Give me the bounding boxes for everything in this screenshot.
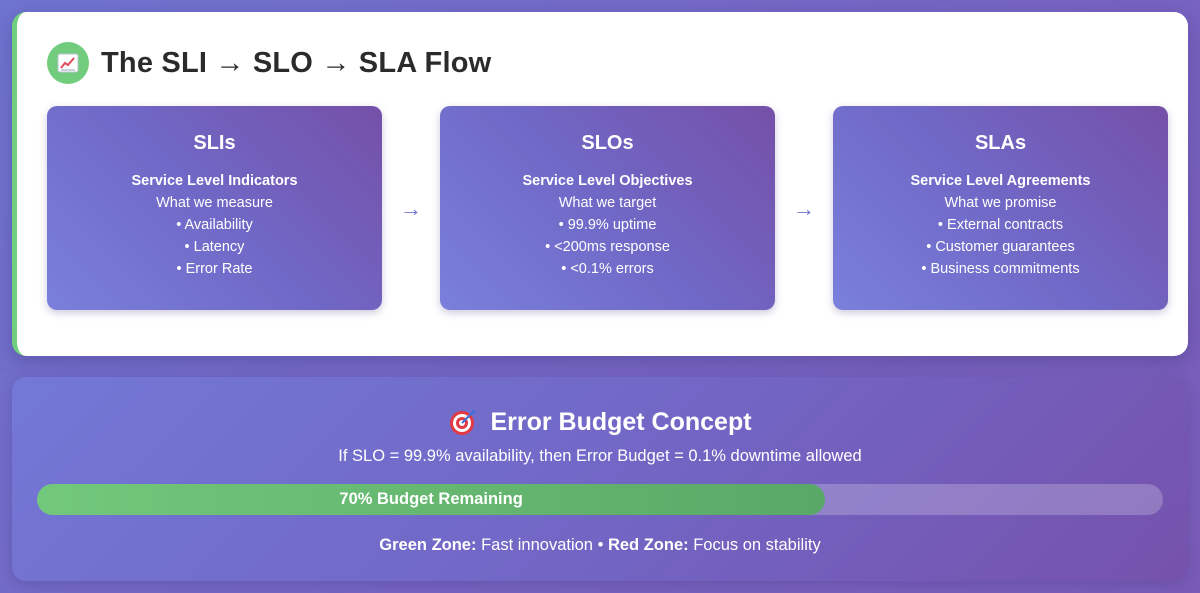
- budget-description: If SLO = 99.9% availability, then Error …: [338, 447, 862, 465]
- box-item: • Availability: [176, 217, 253, 233]
- box-subtitle: Service Level Objectives: [522, 173, 693, 189]
- sla-box: SLAs Service Level Agreements What we pr…: [833, 106, 1168, 310]
- box-item: • <200ms response: [545, 239, 670, 255]
- red-zone-text: Focus on stability: [693, 536, 821, 554]
- red-zone-label: Red Zone:: [607, 536, 689, 554]
- budget-header: Error Budget Concept: [12, 407, 1188, 437]
- budget-title: Error Budget Concept: [490, 407, 752, 436]
- green-zone-text: Fast innovation: [481, 536, 593, 554]
- target-icon: [450, 409, 477, 435]
- box-item: • <0.1% errors: [561, 261, 654, 277]
- flow-arrow: →: [400, 196, 422, 221]
- flow-header: The SLI → SLO → SLA Flow: [47, 42, 491, 84]
- slo-box: SLOs Service Level Objectives What we ta…: [440, 106, 775, 310]
- flow-boxes: SLIs Service Level Indicators What we me…: [47, 106, 1168, 310]
- box-tagline: What we promise: [944, 195, 1057, 211]
- zone-legend: Green Zone: Fast innovation • Red Zone: …: [12, 536, 1188, 555]
- green-zone-label: Green Zone:: [379, 536, 477, 554]
- box-tagline: What we target: [558, 195, 657, 211]
- box-item: • Latency: [184, 239, 245, 255]
- box-item: • Error Rate: [176, 261, 253, 277]
- box-item: • 99.9% uptime: [558, 217, 657, 233]
- box-title: SLAs: [974, 132, 1027, 154]
- flow-title: The SLI → SLO → SLA Flow: [101, 46, 492, 79]
- sli-box: SLIs Service Level Indicators What we me…: [47, 106, 382, 310]
- box-tagline: What we measure: [156, 195, 273, 211]
- flow-arrow: →: [793, 196, 815, 221]
- box-subtitle: Service Level Agreements: [910, 173, 1091, 189]
- box-item: • External contracts: [937, 217, 1064, 233]
- sli-slo-sla-flow-card: The SLI → SLO → SLA Flow SLIs Service Le…: [12, 12, 1188, 356]
- budget-progress-bar: 70% Budget Remaining: [37, 484, 1163, 515]
- chart-increasing-icon: [47, 42, 89, 84]
- error-budget-card: Error Budget Concept If SLO = 99.9% avai…: [12, 377, 1188, 581]
- box-subtitle: Service Level Indicators: [131, 173, 298, 189]
- box-title: SLOs: [581, 132, 634, 154]
- zone-separator: •: [597, 536, 604, 554]
- box-item: • Business commitments: [921, 261, 1080, 277]
- progress-label: 70% Budget Remaining: [339, 490, 523, 508]
- budget-progress-fill: 70% Budget Remaining: [37, 484, 826, 515]
- box-item: • Customer guarantees: [926, 239, 1075, 255]
- box-title: SLIs: [193, 132, 236, 154]
